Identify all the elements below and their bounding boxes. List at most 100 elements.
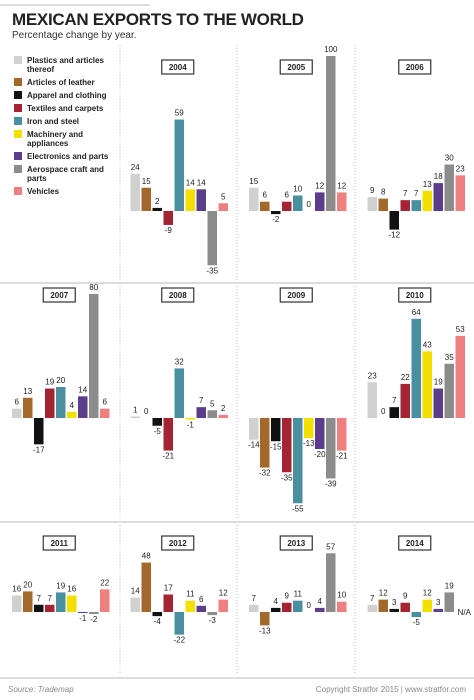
value-label: 1 [133, 405, 138, 414]
bar [389, 407, 399, 418]
bar [422, 599, 432, 612]
bar [433, 608, 443, 612]
bar [218, 203, 228, 211]
value-label: 23 [368, 371, 377, 380]
value-label: -13 [259, 626, 271, 635]
bar [207, 410, 217, 418]
legend: Plastics and articles thereof Articles of… [14, 56, 114, 200]
bar [326, 418, 336, 479]
bar [174, 119, 184, 211]
bar [23, 397, 33, 418]
panel-title: 2007 [50, 291, 68, 300]
panel-title: 2009 [287, 291, 305, 300]
bar [207, 612, 217, 616]
value-label: 8 [381, 188, 386, 197]
value-label: 19 [56, 581, 65, 590]
panel-title: 2008 [169, 291, 187, 300]
bar [367, 382, 377, 418]
bar [444, 164, 454, 211]
value-label: -5 [413, 618, 421, 627]
value-label: 19 [434, 378, 443, 387]
value-label: -2 [90, 615, 98, 624]
value-label: -22 [173, 636, 185, 645]
legend-swatch [14, 78, 22, 86]
bar [378, 599, 388, 612]
bar [130, 416, 140, 418]
bar [185, 418, 195, 420]
year-box [279, 59, 313, 75]
legend-item: Machinery and appliances [14, 130, 114, 148]
bar [207, 211, 217, 266]
legend-swatch [14, 91, 22, 99]
value-label: 5 [221, 192, 226, 201]
bar [282, 201, 292, 211]
value-label: 12 [337, 181, 346, 190]
bar [67, 595, 77, 612]
value-label: 5 [210, 399, 215, 408]
source: Source: Trademap [8, 685, 74, 694]
value-label: -9 [165, 226, 173, 235]
value-label: -15 [270, 442, 282, 451]
value-label: 35 [445, 353, 454, 362]
value-label: 9 [285, 592, 290, 601]
bar [411, 200, 421, 211]
bar [293, 600, 303, 612]
value-label: -13 [303, 439, 315, 448]
value-label: N/A [458, 608, 472, 617]
bar [196, 605, 206, 612]
bar [411, 612, 421, 618]
value-label: 7 [414, 189, 419, 198]
bar [337, 418, 347, 451]
bar [455, 175, 465, 211]
value-label: -1 [79, 614, 87, 623]
value-label: 2 [221, 404, 226, 413]
year-box [161, 287, 195, 303]
value-label: -32 [259, 469, 271, 478]
value-label: 9 [403, 592, 408, 601]
legend-label: Machinery and appliances [27, 130, 84, 148]
value-label: 7 [370, 594, 375, 603]
legend-swatch [14, 104, 22, 112]
bar [152, 207, 162, 211]
legend-item: Aerospace craft and parts [14, 165, 114, 183]
bar [45, 388, 55, 418]
bar [152, 418, 162, 426]
bar [249, 604, 259, 612]
value-label: 3 [436, 598, 441, 607]
panel-title: 2006 [406, 63, 424, 72]
value-label: 13 [423, 180, 432, 189]
bar [130, 173, 140, 211]
year-box [42, 535, 76, 551]
bar [89, 612, 99, 615]
bar [78, 396, 88, 418]
legend-label: Apparel and clothing [27, 91, 107, 100]
value-label: 14 [78, 385, 87, 394]
panel-title: 2012 [169, 539, 187, 548]
value-label: 30 [445, 154, 454, 163]
legend-swatch [14, 130, 22, 138]
bar [444, 592, 454, 612]
year-box [42, 287, 76, 303]
bar [100, 408, 110, 418]
value-label: 0 [307, 200, 312, 209]
panel-title: 2014 [406, 539, 424, 548]
bar [389, 211, 399, 230]
value-label: 6 [199, 595, 204, 604]
value-label: 14 [197, 178, 206, 187]
bar [141, 562, 151, 612]
value-label: 7 [199, 396, 204, 405]
value-label: 11 [186, 590, 195, 599]
bar [152, 612, 162, 617]
bar [34, 604, 44, 612]
legend-swatch [14, 152, 22, 160]
value-label: 12 [423, 589, 432, 598]
value-label: 80 [89, 283, 98, 292]
title: MEXICAN EXPORTS TO THE WORLD [12, 10, 304, 29]
bar [196, 407, 206, 418]
subtitle: Percentage change by year. [12, 30, 137, 41]
value-label: -3 [209, 616, 217, 625]
panel-title: 2010 [406, 291, 424, 300]
bar [45, 604, 55, 612]
bar [34, 418, 44, 445]
bar [218, 414, 228, 418]
